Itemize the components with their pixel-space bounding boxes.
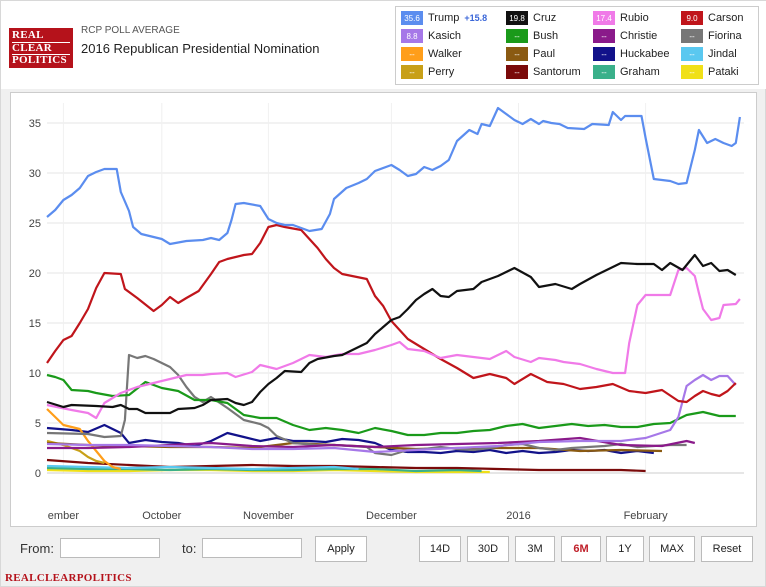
range-button-6m[interactable]: 6M [561, 536, 601, 562]
legend-item-christie[interactable]: -- Christie [593, 28, 657, 44]
series-line-graham [46, 466, 482, 473]
x-tick-label: ember [48, 510, 80, 522]
legend-value: 19.8 [506, 11, 528, 25]
chart-title: 2016 Republican Presidential Nomination [81, 41, 320, 56]
legend-value: -- [506, 65, 528, 79]
series-line-jindal [46, 464, 359, 471]
legend-value: 8.8 [401, 29, 423, 43]
x-tick-label: December [366, 510, 417, 522]
legend-item-walker[interactable]: -- Walker [401, 46, 462, 62]
legend-value: 17.4 [593, 11, 615, 25]
series-line-rubio [46, 266, 741, 420]
series-line-carson [46, 223, 737, 404]
footer-brand[interactable]: REALCLEARPOLITICS [5, 572, 132, 584]
plot-area: 0 5 10 15 20 25 30 35 ember October November Decemb… [10, 92, 757, 527]
legend-label: Graham [620, 66, 660, 78]
range-button-14d[interactable]: 14D [419, 536, 461, 562]
legend-label: Walker [428, 48, 462, 60]
legend-item-cruz[interactable]: 19.8 Cruz [506, 10, 556, 26]
rcp-logo[interactable]: REAL CLEAR POLITICS [9, 28, 73, 68]
legend-value: 9.0 [681, 11, 703, 25]
range-button-30d[interactable]: 30D [467, 536, 509, 562]
legend-label: Paul [533, 48, 556, 60]
legend-label: Perry [428, 66, 455, 78]
y-tick-label: 10 [29, 368, 41, 380]
legend-item-santorum[interactable]: -- Santorum [506, 64, 581, 80]
legend-label: Trump [428, 12, 460, 24]
legend-label: Carson [708, 12, 744, 24]
y-tick-label: 5 [35, 418, 41, 430]
date-range-controls: From: to: Apply 14D 30D 3M 6M 1Y MAX Reset [1, 531, 766, 567]
legend-value: -- [401, 65, 423, 79]
chart-subtitle: RCP POLL AVERAGE [81, 25, 180, 36]
legend-label: Santorum [533, 66, 581, 78]
series-line-bush [46, 373, 736, 437]
x-tick-label: November [243, 510, 294, 522]
logo-line: CLEAR [12, 42, 70, 55]
legend-item-kasich[interactable]: 8.8 Kasich [401, 28, 461, 44]
apply-button[interactable]: Apply [315, 536, 367, 562]
legend-label: Pataki [708, 66, 739, 78]
legend-value: -- [681, 65, 703, 79]
legend-label: Cruz [533, 12, 557, 24]
line-chart: 0 5 10 15 20 25 30 35 ember October November Decemb… [29, 103, 744, 522]
series-line-kasich [46, 373, 737, 454]
y-tick-label: 30 [29, 168, 41, 180]
legend-item-rubio[interactable]: 17.4 Rubio [593, 10, 649, 26]
header: REAL CLEAR POLITICS RCP POLL AVERAGE 201… [1, 1, 766, 89]
legend-label: Bush [533, 30, 559, 42]
x-tick-label: February [624, 510, 669, 522]
logo-line: POLITICS [12, 54, 67, 66]
y-tick-label: 0 [35, 468, 41, 480]
to-label: to: [182, 541, 197, 556]
x-tick-label: 2016 [506, 510, 530, 522]
range-button-1y[interactable]: 1Y [606, 536, 644, 562]
y-tick-label: 15 [29, 318, 41, 330]
from-date-input[interactable] [60, 538, 160, 558]
legend-value: -- [593, 29, 615, 43]
legend-lead: +15.8 [464, 13, 488, 23]
legend-item-huckabee[interactable]: -- Huckabee [593, 46, 670, 62]
legend-item-graham[interactable]: -- Graham [593, 64, 660, 80]
legend-item-perry[interactable]: -- Perry [401, 64, 454, 80]
series-line-huckabee [46, 423, 654, 455]
legend-label: Christie [620, 30, 658, 42]
legend-label: Fiorina [708, 30, 742, 42]
reset-button[interactable]: Reset [701, 536, 753, 562]
legend: 35.6 Trump +15.8 19.8 Cruz 17.4 Rubio 9.0 Carson… [395, 6, 759, 85]
logo-line: REAL [12, 29, 70, 43]
to-date-input[interactable] [202, 538, 302, 558]
range-button-3m[interactable]: 3M [515, 536, 555, 562]
legend-value: -- [506, 29, 528, 43]
legend-label: Rubio [620, 12, 649, 24]
y-tick-label: 25 [29, 218, 41, 230]
legend-value: -- [593, 65, 615, 79]
legend-item-fiorina[interactable]: -- Fiorina [681, 28, 742, 44]
range-button-max[interactable]: MAX [649, 536, 695, 562]
legend-label: Huckabee [620, 48, 670, 60]
y-tick-label: 20 [29, 268, 41, 280]
legend-item-paul[interactable]: -- Paul [506, 46, 555, 62]
legend-label: Kasich [428, 30, 462, 42]
series-line-cruz [46, 253, 737, 415]
legend-value: -- [681, 29, 703, 43]
legend-item-trump[interactable]: 35.6 Trump +15.8 [401, 10, 487, 26]
legend-label: Jindal [708, 48, 737, 60]
legend-value: 35.6 [401, 11, 423, 25]
legend-value: -- [681, 47, 703, 61]
series-line-santorum [46, 458, 646, 473]
x-tick-label: October [142, 510, 181, 522]
legend-item-bush[interactable]: -- Bush [506, 28, 558, 44]
from-label: From: [20, 541, 54, 556]
legend-value: -- [506, 47, 528, 61]
legend-item-pataki[interactable]: -- Pataki [681, 64, 739, 80]
legend-value: -- [401, 47, 423, 61]
legend-value: -- [593, 47, 615, 61]
legend-item-carson[interactable]: 9.0 Carson [681, 10, 743, 26]
series-line-trump [46, 106, 741, 246]
y-tick-label: 35 [29, 118, 41, 130]
legend-item-jindal[interactable]: -- Jindal [681, 46, 737, 62]
